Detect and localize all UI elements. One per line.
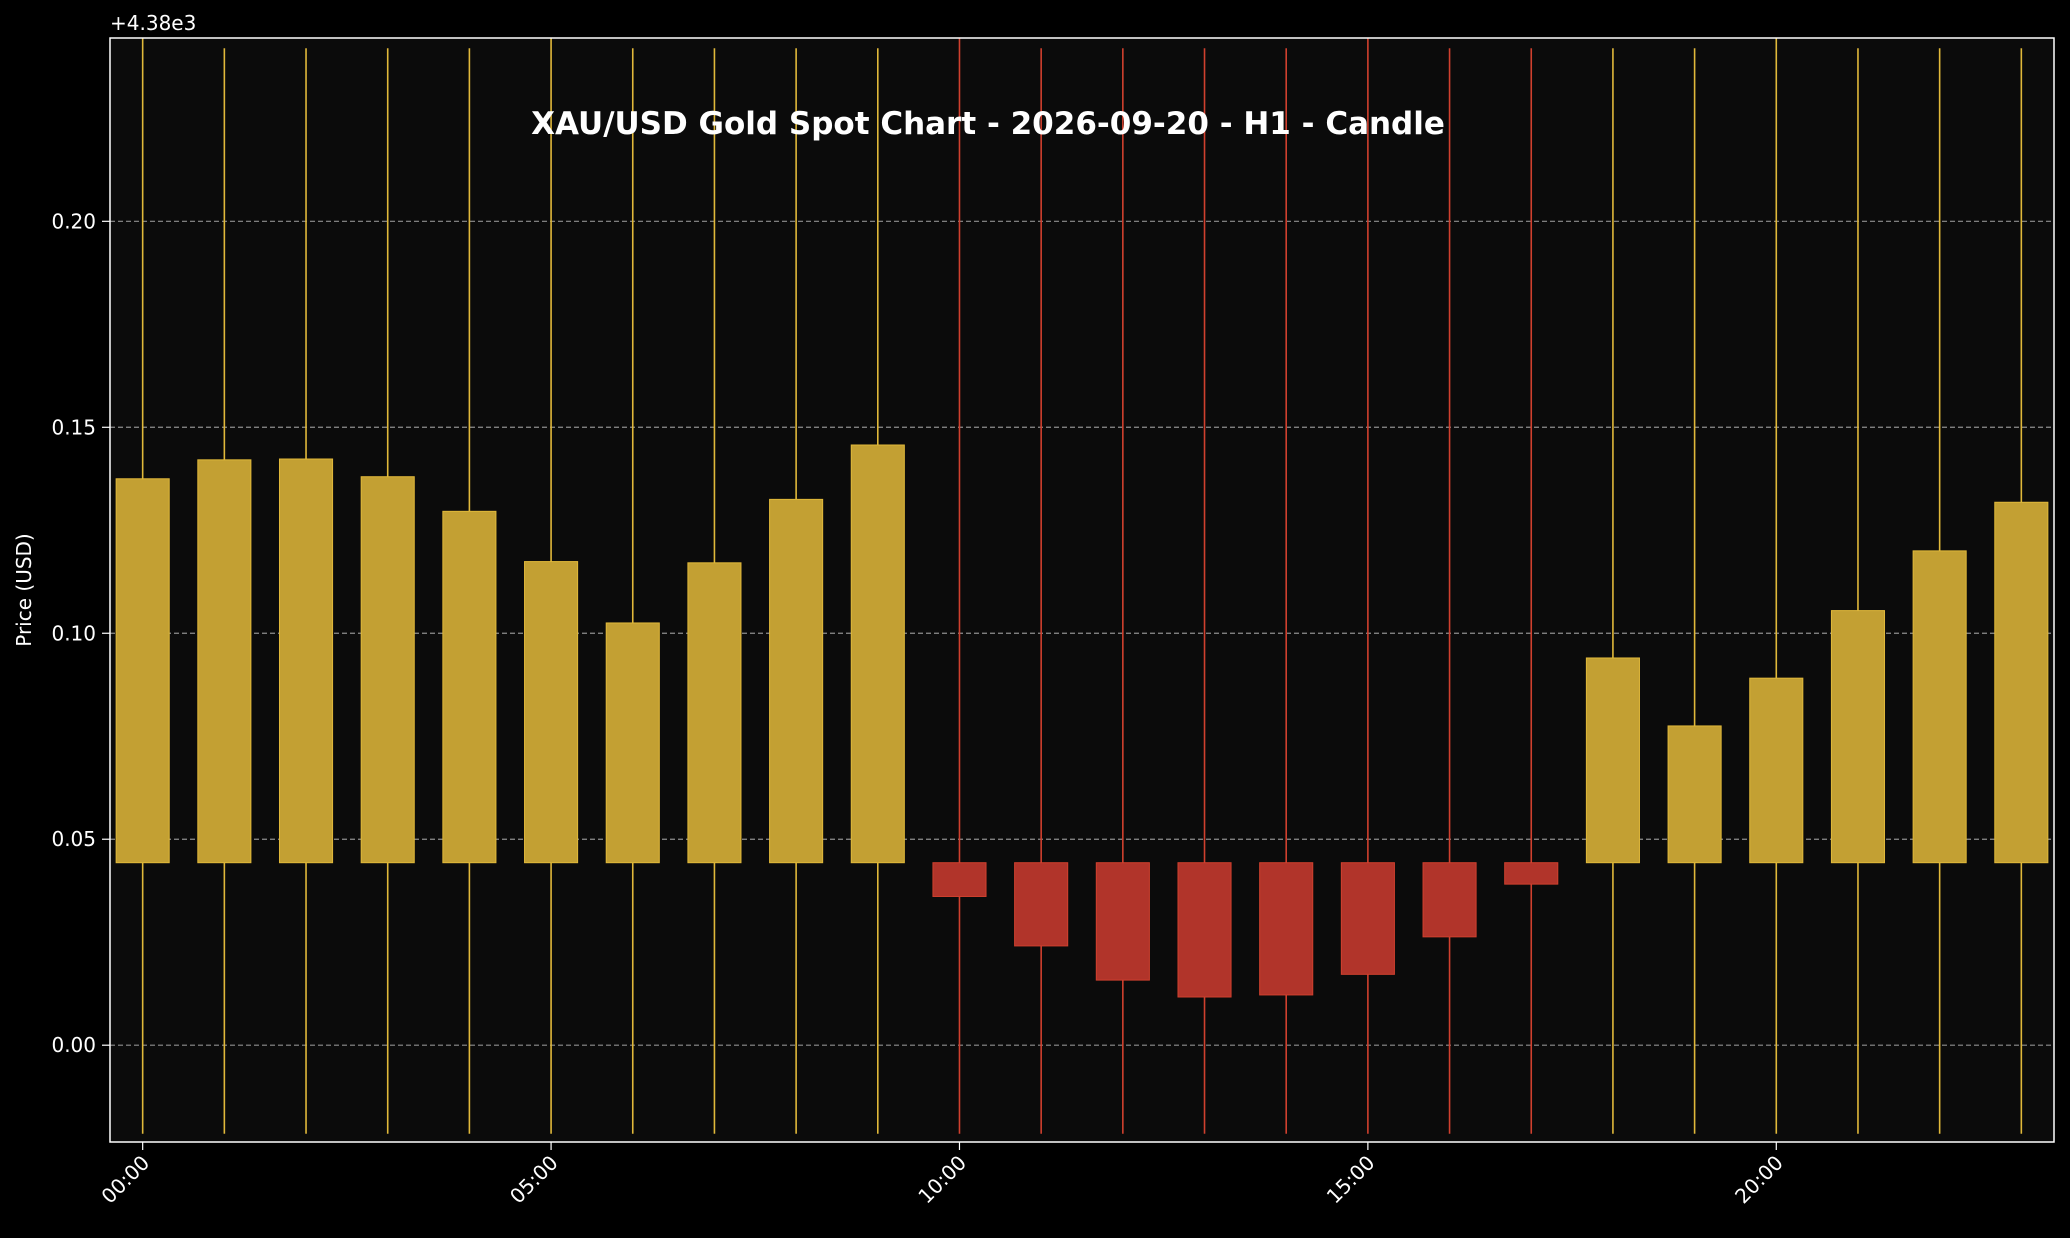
candle: [442, 48, 497, 1134]
chart-title: XAU/USD Gold Spot Chart - 2026-09-20 - H…: [531, 106, 1445, 142]
candle: [1912, 48, 1967, 1134]
y-tick-label: 0.15: [51, 415, 96, 439]
candle: [1830, 48, 1886, 1134]
candle-body: [278, 458, 334, 864]
candle: [1422, 48, 1477, 1134]
candle-body: [1912, 550, 1967, 864]
candle-body: [932, 862, 987, 897]
candle-body: [687, 562, 742, 864]
candle: [1340, 38, 1395, 1134]
candle-body: [1095, 862, 1150, 981]
candle: [360, 48, 415, 1134]
candle: [1585, 48, 1640, 1134]
candle: [605, 48, 660, 1134]
candle: [1095, 48, 1150, 1134]
y-tick-label: 0.00: [51, 1033, 96, 1057]
candle-body: [197, 459, 252, 864]
candle-body: [1585, 657, 1640, 864]
candle: [524, 38, 579, 1134]
candle: [1504, 48, 1559, 1134]
plot-area: [110, 38, 2054, 1142]
candle-body: [1177, 862, 1232, 998]
candle-body: [1504, 862, 1559, 885]
y-offset-label: +4.38e3: [110, 11, 196, 35]
candle: [1177, 48, 1232, 1134]
y-tick-label: 0.05: [51, 827, 96, 851]
candle: [850, 48, 905, 1134]
grid-lines: [110, 220, 2054, 1046]
y-axis-label: Price (USD): [12, 533, 36, 647]
candle-body: [1014, 862, 1069, 947]
candle: [932, 38, 987, 1134]
candle-body: [1830, 610, 1886, 864]
candle-body: [1259, 862, 1314, 996]
y-axis-ticks: 0.00 0.05 0.10 0.15 0.20: [51, 209, 110, 1057]
candle-body: [605, 622, 660, 864]
candle-body: [769, 498, 824, 864]
y-tick-label: 0.20: [51, 209, 96, 233]
candle-body: [1994, 501, 2049, 864]
candle: [687, 48, 742, 1134]
y-tick-label: 0.10: [51, 621, 96, 645]
candle: [769, 48, 824, 1134]
candle-body: [442, 510, 497, 864]
candle-body: [1340, 862, 1395, 975]
candle-body: [115, 478, 170, 864]
candle: [278, 48, 334, 1134]
candle: [1994, 48, 2049, 1134]
candle: [197, 48, 252, 1134]
candle-body: [850, 444, 905, 864]
plot-frame: [109, 37, 2055, 1143]
candles: [115, 38, 2049, 1134]
candle-body: [524, 561, 579, 864]
candle: [1667, 48, 1722, 1134]
candle-body: [1749, 677, 1804, 864]
candle-body: [360, 476, 415, 864]
candle: [115, 38, 170, 1134]
candle-body: [1422, 862, 1477, 938]
candle: [1014, 48, 1069, 1134]
candle: [1259, 48, 1314, 1134]
candle-body: [1667, 725, 1722, 864]
candle: [1749, 38, 1804, 1134]
